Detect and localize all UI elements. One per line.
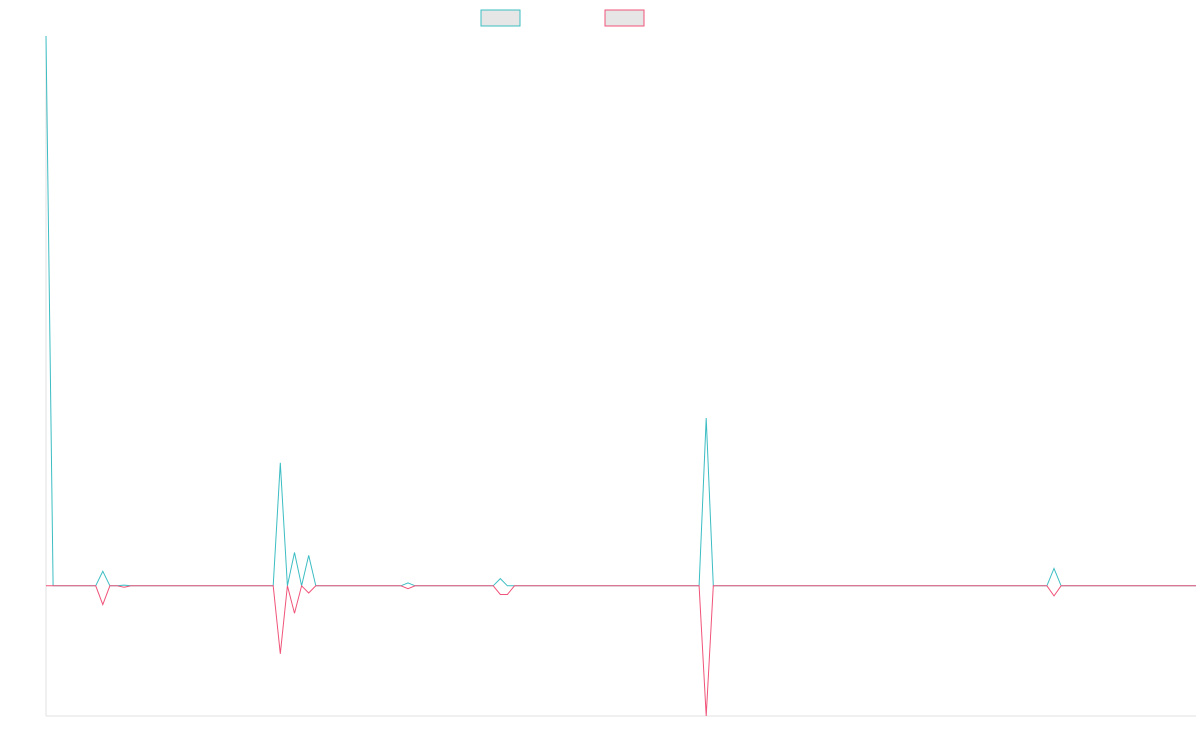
series-1-line bbox=[45, 35, 1196, 587]
plot-area bbox=[45, 35, 1196, 717]
axes bbox=[45, 36, 1196, 717]
legend-swatch-series-1[interactable] bbox=[480, 9, 521, 27]
legend-swatch-series-2[interactable] bbox=[604, 9, 645, 27]
legend bbox=[480, 9, 645, 27]
series-2-line bbox=[46, 584, 1196, 717]
